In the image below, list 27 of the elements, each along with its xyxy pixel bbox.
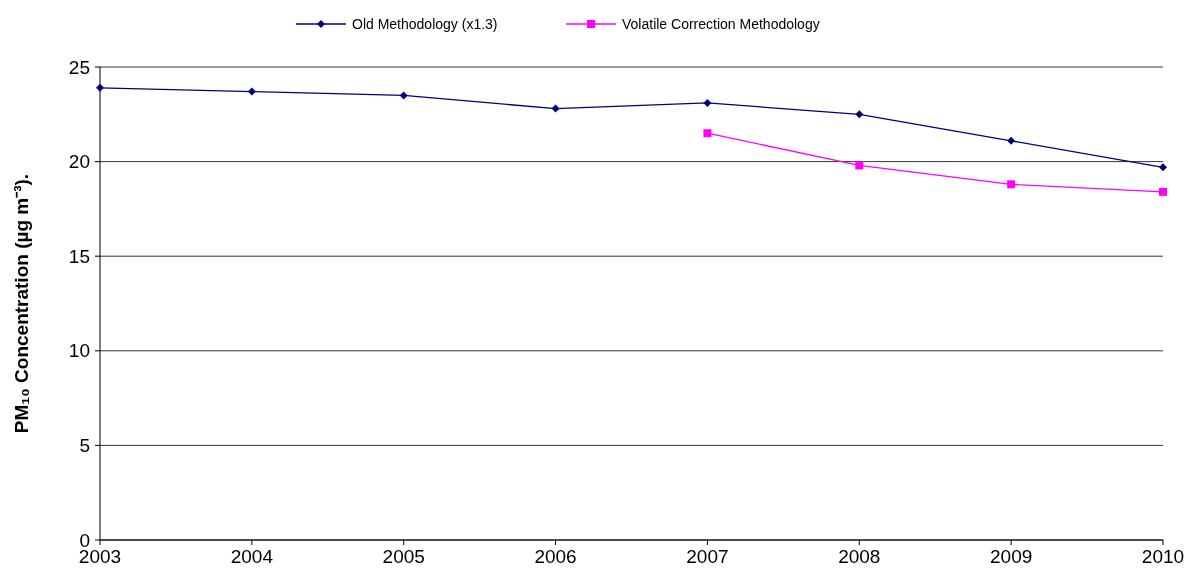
x-tick-label: 2010 — [1141, 546, 1185, 567]
point — [399, 91, 408, 100]
legend-label: Volatile Correction Methodology — [622, 15, 820, 32]
point — [855, 110, 864, 119]
y-tick-label: 15 — [68, 245, 90, 267]
point — [703, 98, 712, 107]
point — [247, 87, 256, 96]
y-tick-label: 20 — [68, 151, 90, 173]
point — [703, 129, 712, 138]
point — [1159, 187, 1167, 196]
y-tick-label: 25 — [68, 56, 90, 78]
x-tick-label: 2004 — [230, 546, 274, 567]
point — [96, 83, 104, 92]
point — [855, 161, 864, 170]
point — [1007, 180, 1016, 189]
legend-label: Old Methodology (x1.3) — [352, 15, 498, 32]
x-tick-label: 2005 — [382, 546, 425, 567]
point — [1007, 136, 1016, 145]
point — [1159, 163, 1167, 172]
y-axis-title: PM₁₀ Concentration (µg m⁻³). — [11, 173, 32, 434]
x-tick-label: 2008 — [838, 546, 881, 567]
x-tick-label: 2006 — [534, 546, 577, 567]
x-tick-label: 2009 — [990, 546, 1033, 567]
x-tick-label: 2007 — [686, 546, 729, 567]
y-tick-label: 5 — [79, 435, 90, 457]
y-tick-label: 10 — [68, 340, 90, 362]
point — [551, 104, 560, 113]
